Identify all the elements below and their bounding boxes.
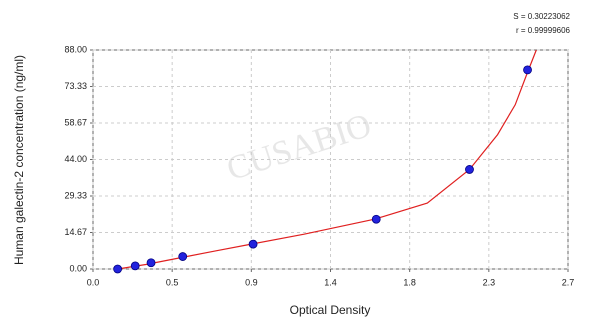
data-point [130, 261, 140, 271]
data-point [465, 165, 474, 174]
data-point [523, 65, 532, 75]
y-tick-label: 29.33 [64, 190, 87, 200]
y-tick-label: 0.00 [69, 263, 87, 273]
data-point [146, 258, 156, 268]
annotation: r = 0.99999606 [516, 26, 571, 35]
annotation: S = 0.30223062 [513, 12, 570, 21]
x-axis-title: Optical Density [290, 303, 371, 317]
data-point [371, 214, 381, 224]
y-axis-title: Human galectin-2 concentration (ng/ml) [12, 55, 26, 265]
x-tick-label: 2.3 [483, 277, 496, 287]
x-tick-label: 0.5 [166, 277, 179, 287]
x-tick-label: 1.4 [324, 277, 337, 287]
x-tick-label: 0.0 [87, 277, 100, 287]
x-tick-label: 1.8 [403, 277, 416, 287]
data-point [113, 264, 123, 274]
data-point [178, 252, 188, 261]
x-tick-label: 2.7 [562, 277, 575, 287]
y-tick-label: 44.00 [64, 154, 87, 164]
y-tick-label: 73.33 [64, 81, 87, 91]
y-tick-label: 88.00 [64, 44, 87, 54]
x-tick-label: 0.9 [245, 277, 258, 287]
watermark: CUSABIO [222, 107, 375, 188]
data-point [248, 239, 258, 249]
y-tick-label: 58.67 [64, 117, 87, 127]
y-tick-label: 14.67 [64, 227, 87, 237]
